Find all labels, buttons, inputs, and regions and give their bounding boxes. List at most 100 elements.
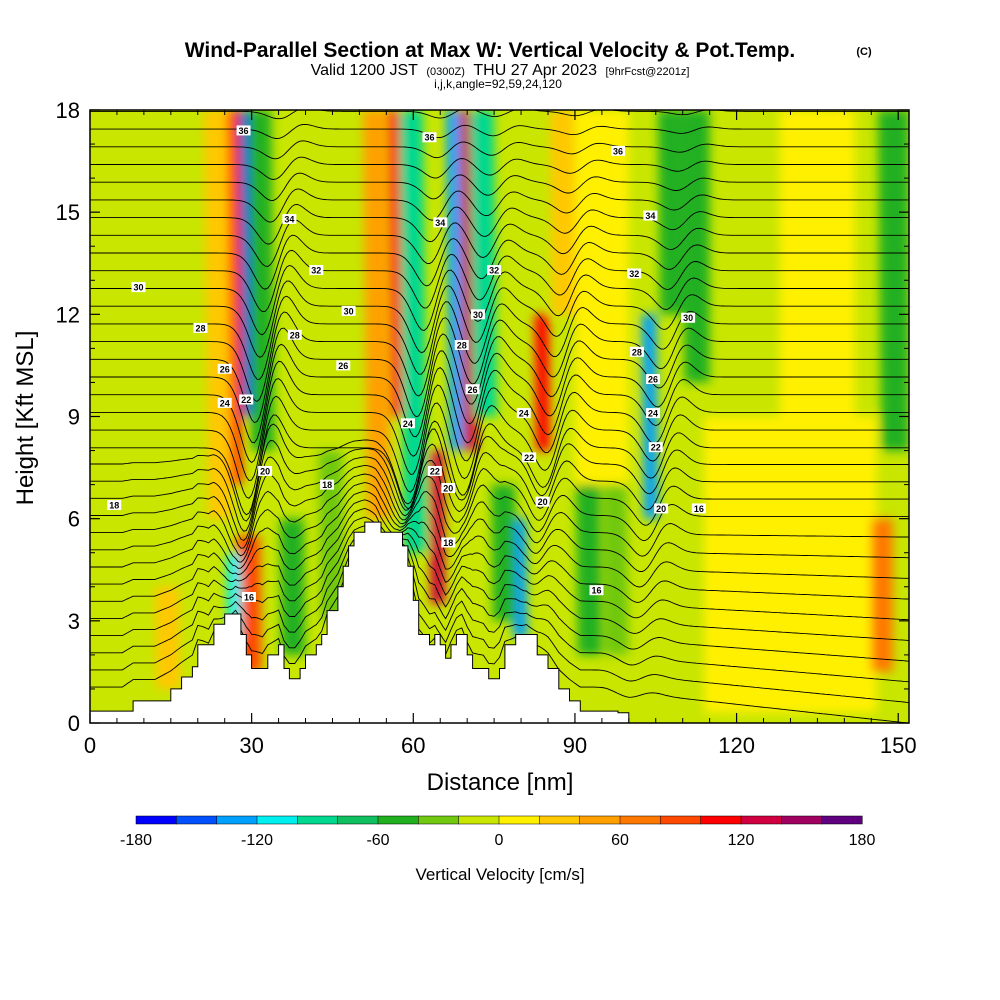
y-tick-label: 18 [56,98,80,123]
isentrope-label: 32 [309,265,324,276]
label-background [441,537,456,548]
isentrope-line [90,378,909,481]
colorbar-tick-label: 0 [495,832,504,849]
isentrope-label: 30 [131,282,146,293]
label-background [427,465,442,476]
isentrope-label-text: 30 [344,306,354,316]
label-background [648,442,663,453]
isentrope-line [90,423,909,522]
x-tick-label: 150 [880,733,917,758]
label-background [487,265,502,276]
isentrope-labels: 36 36 36 34 34 34 32 32 32 30 30 30 30 28 28 28 28 26 26 26… [107,125,706,602]
isentrope-label: 20 [258,465,273,476]
isentrope-label: 34 [433,217,448,228]
isentrope-line [90,110,909,120]
vv-feature-7 [399,110,428,553]
isentrope-label: 30 [681,312,696,323]
isentrope-label: 20 [654,503,669,514]
isentrope-label-text: 22 [241,395,251,405]
label-background [309,265,324,276]
colorbar-swatch [781,815,823,825]
x-tick-label: 30 [239,733,263,758]
label-background [589,585,604,596]
isentrope-label-text: 22 [430,466,440,476]
isentrope-line [90,156,909,180]
grid-indices: i,j,k,angle=92,59,24,120 [434,77,562,91]
plot-area: 36 36 36 34 34 34 32 32 32 30 30 30 30 28 28 28 28 26 26 26… [90,110,909,723]
isentrope-label: 26 [465,384,480,395]
isentrope-line [90,327,909,424]
isentrope-line [90,219,909,267]
vv-feature-top-20 [688,110,710,383]
label-background [131,282,146,293]
x-tick-label: 90 [563,733,587,758]
colorbar-swatch [700,815,742,825]
label-background [320,479,335,490]
isentrope-label-text: 16 [694,504,704,514]
isentrope-label-text: 30 [683,313,693,323]
isentrope-label: 22 [522,452,537,463]
isentrope-line [90,249,909,313]
isentrope-label-text: 36 [239,126,249,136]
label-background [681,312,696,323]
isentrope-line [90,395,909,499]
isentrope-label: 24 [400,418,415,429]
colorbar-swatch [498,815,540,825]
label-background [441,483,456,494]
isentrope-label: 28 [193,322,208,333]
colorbar-swatch [135,815,177,825]
isentrope-line [90,525,909,662]
isentrope-label-text: 32 [629,269,639,279]
isentrope-label: 16 [589,585,604,596]
isentrope-label-text: 30 [473,310,483,320]
colorbar-tick-label: -120 [241,832,273,849]
label-background [535,496,550,507]
vv-feature-12 [470,110,497,417]
isentrope-label-text: 26 [220,364,230,374]
isentrope-line [90,172,909,201]
vv-feature-top-21 [871,518,893,672]
colorbar-tick-label: -180 [120,832,152,849]
label-background [239,394,254,405]
isentrope-line [90,499,909,603]
isentrope-label: 18 [441,537,456,548]
label-background [400,418,415,429]
y-tick-label: 0 [68,711,80,736]
colorbar-swatch [176,815,218,825]
isentrope-line [90,343,909,444]
isentrope-label-text: 36 [613,146,623,156]
colorbar-tick-label: 180 [849,832,876,849]
colorbar: -180 -120 -60 0 60 120 180 [120,815,876,849]
isentrope-label-text: 28 [195,323,205,333]
x-tick-label: 0 [84,733,96,758]
isentrope-label: 26 [646,374,661,385]
isentrope-label-text: 18 [322,480,332,490]
isentrope-label-text: 22 [524,453,534,463]
isentrope-line [90,265,909,336]
label-background [422,132,437,143]
isentrope-label: 30 [470,309,485,320]
isentrope-label-text: 32 [489,266,499,276]
vv-feature-25 [280,518,306,655]
vv-broad-positive-upper [779,110,856,417]
isentrope-label-text: 26 [468,385,478,395]
colorbar-tick-label: -60 [366,832,389,849]
isentrope-label-text: 24 [648,409,658,419]
valid-time: Valid 1200 JST [311,62,419,79]
colorbar-swatch [418,815,460,825]
label-background [217,397,232,408]
isentrope-label: 26 [336,360,351,371]
vv-feature-15 [491,484,517,621]
isentrope-line [90,473,909,557]
colorbar-swatch [256,815,298,825]
label-background [341,305,356,316]
isentrope-label-text: 16 [244,592,254,602]
label-background [454,339,469,350]
colorbar-swatch [539,815,581,825]
label-background [627,268,642,279]
vv-feature-2 [203,110,232,519]
y-tick-label: 3 [68,609,80,634]
label-background [217,363,232,374]
